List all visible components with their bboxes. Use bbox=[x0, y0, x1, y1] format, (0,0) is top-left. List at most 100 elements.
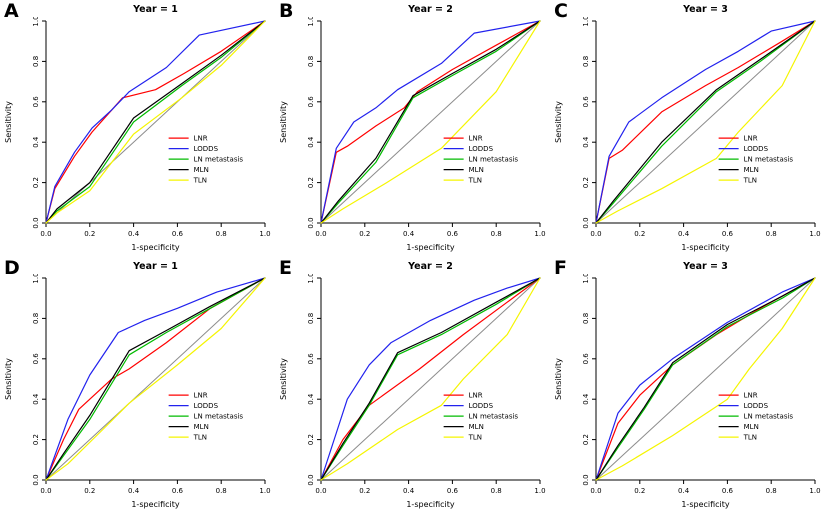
svg-text:0.8: 0.8 bbox=[307, 313, 315, 324]
roc-panel-d: D Year = 1 0.0 0.2 0.4 0.6 0.8 1.0 0.0 0.2 0.4 0.… bbox=[0, 257, 275, 514]
svg-text:0.8: 0.8 bbox=[582, 313, 590, 324]
roc-plot-svg-b: 0.0 0.2 0.4 0.6 0.8 1.0 0.0 0.2 0.4 0.6 0.8 1.0 1-sp… bbox=[279, 17, 546, 252]
svg-text:0.8: 0.8 bbox=[32, 313, 40, 324]
roc-plot-svg-a: 0.0 0.2 0.4 0.6 0.8 1.0 0.0 0.2 0.4 0.6 0.8 1.0 1-sp… bbox=[4, 17, 271, 252]
svg-text:0.8: 0.8 bbox=[766, 230, 777, 238]
svg-text:MLN: MLN bbox=[469, 166, 484, 174]
svg-text:0.4: 0.4 bbox=[32, 393, 40, 405]
svg-text:0.0: 0.0 bbox=[40, 230, 51, 238]
svg-text:LNR: LNR bbox=[469, 392, 483, 400]
svg-text:TLN: TLN bbox=[193, 434, 207, 442]
roc-panel-f: F Year = 3 0.0 0.2 0.4 0.6 0.8 1.0 0.0 0.2 0.4 0.… bbox=[550, 257, 825, 514]
svg-text:0.0: 0.0 bbox=[315, 230, 326, 238]
svg-text:0.4: 0.4 bbox=[582, 136, 590, 148]
svg-text:1-specificity: 1-specificity bbox=[681, 243, 730, 252]
svg-text:0.2: 0.2 bbox=[359, 487, 370, 495]
svg-text:0.4: 0.4 bbox=[678, 487, 690, 495]
svg-text:0.2: 0.2 bbox=[32, 177, 40, 188]
svg-text:1.0: 1.0 bbox=[582, 274, 590, 284]
svg-text:LN metastasis: LN metastasis bbox=[744, 156, 794, 164]
svg-text:0.8: 0.8 bbox=[307, 56, 315, 67]
svg-text:0.4: 0.4 bbox=[307, 136, 315, 148]
svg-text:0.2: 0.2 bbox=[359, 230, 370, 238]
svg-text:0.8: 0.8 bbox=[491, 487, 502, 495]
svg-text:0.8: 0.8 bbox=[582, 56, 590, 67]
svg-text:LNR: LNR bbox=[194, 392, 208, 400]
svg-text:0.6: 0.6 bbox=[447, 487, 459, 495]
svg-text:0.0: 0.0 bbox=[582, 474, 590, 485]
svg-text:1.0: 1.0 bbox=[307, 17, 315, 27]
roc-plot-svg-c: 0.0 0.2 0.4 0.6 0.8 1.0 0.0 0.2 0.4 0.6 0.8 1.0 1-sp… bbox=[554, 17, 821, 252]
svg-text:0.8: 0.8 bbox=[216, 230, 227, 238]
svg-text:1.0: 1.0 bbox=[307, 274, 315, 284]
svg-text:LN metastasis: LN metastasis bbox=[469, 156, 519, 164]
svg-text:Sensitivity: Sensitivity bbox=[279, 358, 288, 400]
svg-text:0.6: 0.6 bbox=[582, 96, 590, 108]
plot-title-b: Year = 2 bbox=[408, 4, 453, 15]
svg-text:MLN: MLN bbox=[744, 423, 759, 431]
svg-text:1.0: 1.0 bbox=[809, 230, 820, 238]
svg-text:0.2: 0.2 bbox=[582, 177, 590, 188]
roc-plot-svg-e: 0.0 0.2 0.4 0.6 0.8 1.0 0.0 0.2 0.4 0.6 0.8 1.0 1-sp… bbox=[279, 274, 546, 509]
svg-text:1-specificity: 1-specificity bbox=[406, 500, 455, 509]
svg-text:0.0: 0.0 bbox=[307, 474, 315, 485]
svg-text:LN metastasis: LN metastasis bbox=[744, 413, 794, 421]
svg-text:0.0: 0.0 bbox=[32, 474, 40, 485]
svg-text:0.6: 0.6 bbox=[32, 353, 40, 365]
plot-title-d: Year = 1 bbox=[133, 261, 178, 272]
svg-text:1.0: 1.0 bbox=[32, 17, 40, 27]
svg-text:0.4: 0.4 bbox=[403, 230, 415, 238]
svg-text:TLN: TLN bbox=[468, 434, 482, 442]
svg-text:0.8: 0.8 bbox=[216, 487, 227, 495]
svg-text:0.6: 0.6 bbox=[722, 230, 734, 238]
svg-text:LNR: LNR bbox=[194, 135, 208, 143]
svg-text:MLN: MLN bbox=[744, 166, 759, 174]
svg-text:1.0: 1.0 bbox=[809, 487, 820, 495]
svg-text:LNR: LNR bbox=[744, 392, 758, 400]
svg-text:0.6: 0.6 bbox=[172, 230, 184, 238]
panel-letter-b: B bbox=[279, 0, 294, 22]
panel-letter-a: A bbox=[4, 0, 19, 22]
svg-text:LODDS: LODDS bbox=[744, 145, 769, 153]
roc-plot-svg-f: 0.0 0.2 0.4 0.6 0.8 1.0 0.0 0.2 0.4 0.6 0.8 1.0 1-sp… bbox=[554, 274, 821, 509]
svg-text:0.6: 0.6 bbox=[172, 487, 184, 495]
svg-text:0.0: 0.0 bbox=[307, 217, 315, 228]
svg-text:1-specificity: 1-specificity bbox=[131, 500, 180, 509]
svg-text:1.0: 1.0 bbox=[259, 487, 270, 495]
svg-text:0.8: 0.8 bbox=[766, 487, 777, 495]
panel-letter-c: C bbox=[554, 0, 568, 22]
svg-text:0.2: 0.2 bbox=[307, 434, 315, 445]
svg-text:0.0: 0.0 bbox=[32, 217, 40, 228]
svg-text:LODDS: LODDS bbox=[194, 145, 219, 153]
svg-text:1-specificity: 1-specificity bbox=[681, 500, 730, 509]
svg-text:1.0: 1.0 bbox=[534, 487, 545, 495]
svg-text:TLN: TLN bbox=[193, 177, 207, 185]
svg-text:0.2: 0.2 bbox=[634, 487, 645, 495]
svg-text:LODDS: LODDS bbox=[744, 402, 769, 410]
svg-text:Sensitivity: Sensitivity bbox=[554, 101, 563, 143]
svg-text:1.0: 1.0 bbox=[259, 230, 270, 238]
svg-text:0.4: 0.4 bbox=[307, 393, 315, 405]
svg-text:0.6: 0.6 bbox=[447, 230, 459, 238]
svg-text:Sensitivity: Sensitivity bbox=[4, 358, 13, 400]
svg-text:0.8: 0.8 bbox=[32, 56, 40, 67]
svg-text:0.0: 0.0 bbox=[582, 217, 590, 228]
svg-text:MLN: MLN bbox=[194, 423, 209, 431]
svg-text:LODDS: LODDS bbox=[469, 145, 494, 153]
roc-panel-b: B Year = 2 0.0 0.2 0.4 0.6 0.8 1.0 0.0 0.2 0.4 0.… bbox=[275, 0, 550, 257]
svg-text:TLN: TLN bbox=[743, 434, 757, 442]
svg-text:0.0: 0.0 bbox=[590, 487, 601, 495]
svg-text:0.4: 0.4 bbox=[582, 393, 590, 405]
svg-text:1-specificity: 1-specificity bbox=[406, 243, 455, 252]
svg-text:LNR: LNR bbox=[469, 135, 483, 143]
svg-text:Sensitivity: Sensitivity bbox=[554, 358, 563, 400]
svg-text:0.2: 0.2 bbox=[582, 434, 590, 445]
svg-text:Sensitivity: Sensitivity bbox=[279, 101, 288, 143]
svg-text:0.4: 0.4 bbox=[678, 230, 690, 238]
svg-text:0.8: 0.8 bbox=[491, 230, 502, 238]
plot-title-e: Year = 2 bbox=[408, 261, 453, 272]
svg-text:0.2: 0.2 bbox=[84, 487, 95, 495]
svg-text:0.6: 0.6 bbox=[582, 353, 590, 365]
svg-text:0.4: 0.4 bbox=[128, 230, 140, 238]
svg-text:0.6: 0.6 bbox=[722, 487, 734, 495]
